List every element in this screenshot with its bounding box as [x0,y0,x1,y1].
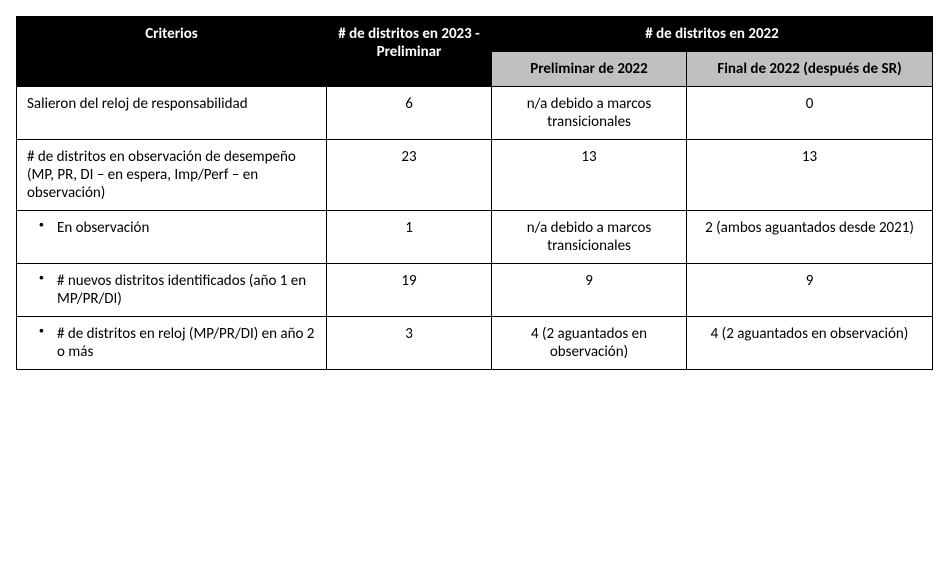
cell-prelim-2022: n/a debido a marcos transicionales [492,87,687,140]
criteria-cell: Salieron del reloj de responsabilidad [17,87,327,140]
table-row: ● # de distritos en reloj (MP/PR/DI) en a… [17,317,933,370]
table-row: # de distritos en observación de desempe… [17,140,933,211]
table-body: Salieron del reloj de responsabilidad6n/… [17,87,933,370]
header-final-2022: Final de 2022 (después de SR) [687,52,933,87]
criteria-cell: ● # de distritos en reloj (MP/PR/DI) en a… [17,317,327,370]
table-row: ● En observación 1n/a debido a marcos tran… [17,211,933,264]
cell-final-2022: 0 [687,87,933,140]
criteria-text: # nuevos distritos identificados (año 1 … [57,272,316,308]
cell-final-2022: 13 [687,140,933,211]
header-criteria: Criterios [17,17,327,87]
cell-2023: 23 [327,140,492,211]
cell-2023: 1 [327,211,492,264]
cell-prelim-2022: n/a debido a marcos transicionales [492,211,687,264]
cell-2023: 3 [327,317,492,370]
bullet-icon: ● [39,220,44,230]
cell-final-2022: 2 (ambos aguantados desde 2021) [687,211,933,264]
header-2023: # de distritos en 2023 - Preliminar [327,17,492,87]
table-header: Criterios # de distritos en 2023 - Preli… [17,17,933,87]
bullet-icon: ● [39,273,44,283]
header-2022-span: # de distritos en 2022 [492,17,933,52]
cell-2023: 6 [327,87,492,140]
cell-prelim-2022: 9 [492,264,687,317]
header-prelim-2022: Preliminar de 2022 [492,52,687,87]
criteria-text: # de distritos en reloj (MP/PR/DI) en añ… [57,325,316,361]
cell-prelim-2022: 4 (2 aguantados en observación) [492,317,687,370]
districts-table: Criterios # de distritos en 2023 - Preli… [16,16,933,370]
criteria-cell: # de distritos en observación de desempe… [17,140,327,211]
cell-final-2022: 9 [687,264,933,317]
table-row: Salieron del reloj de responsabilidad6n/… [17,87,933,140]
cell-prelim-2022: 13 [492,140,687,211]
cell-final-2022: 4 (2 aguantados en observación) [687,317,933,370]
table-row: ● # nuevos distritos identificados (año 1… [17,264,933,317]
criteria-cell: ● # nuevos distritos identificados (año 1… [17,264,327,317]
cell-2023: 19 [327,264,492,317]
bullet-icon: ● [39,326,44,336]
criteria-text: En observación [57,219,149,237]
criteria-cell: ● En observación [17,211,327,264]
